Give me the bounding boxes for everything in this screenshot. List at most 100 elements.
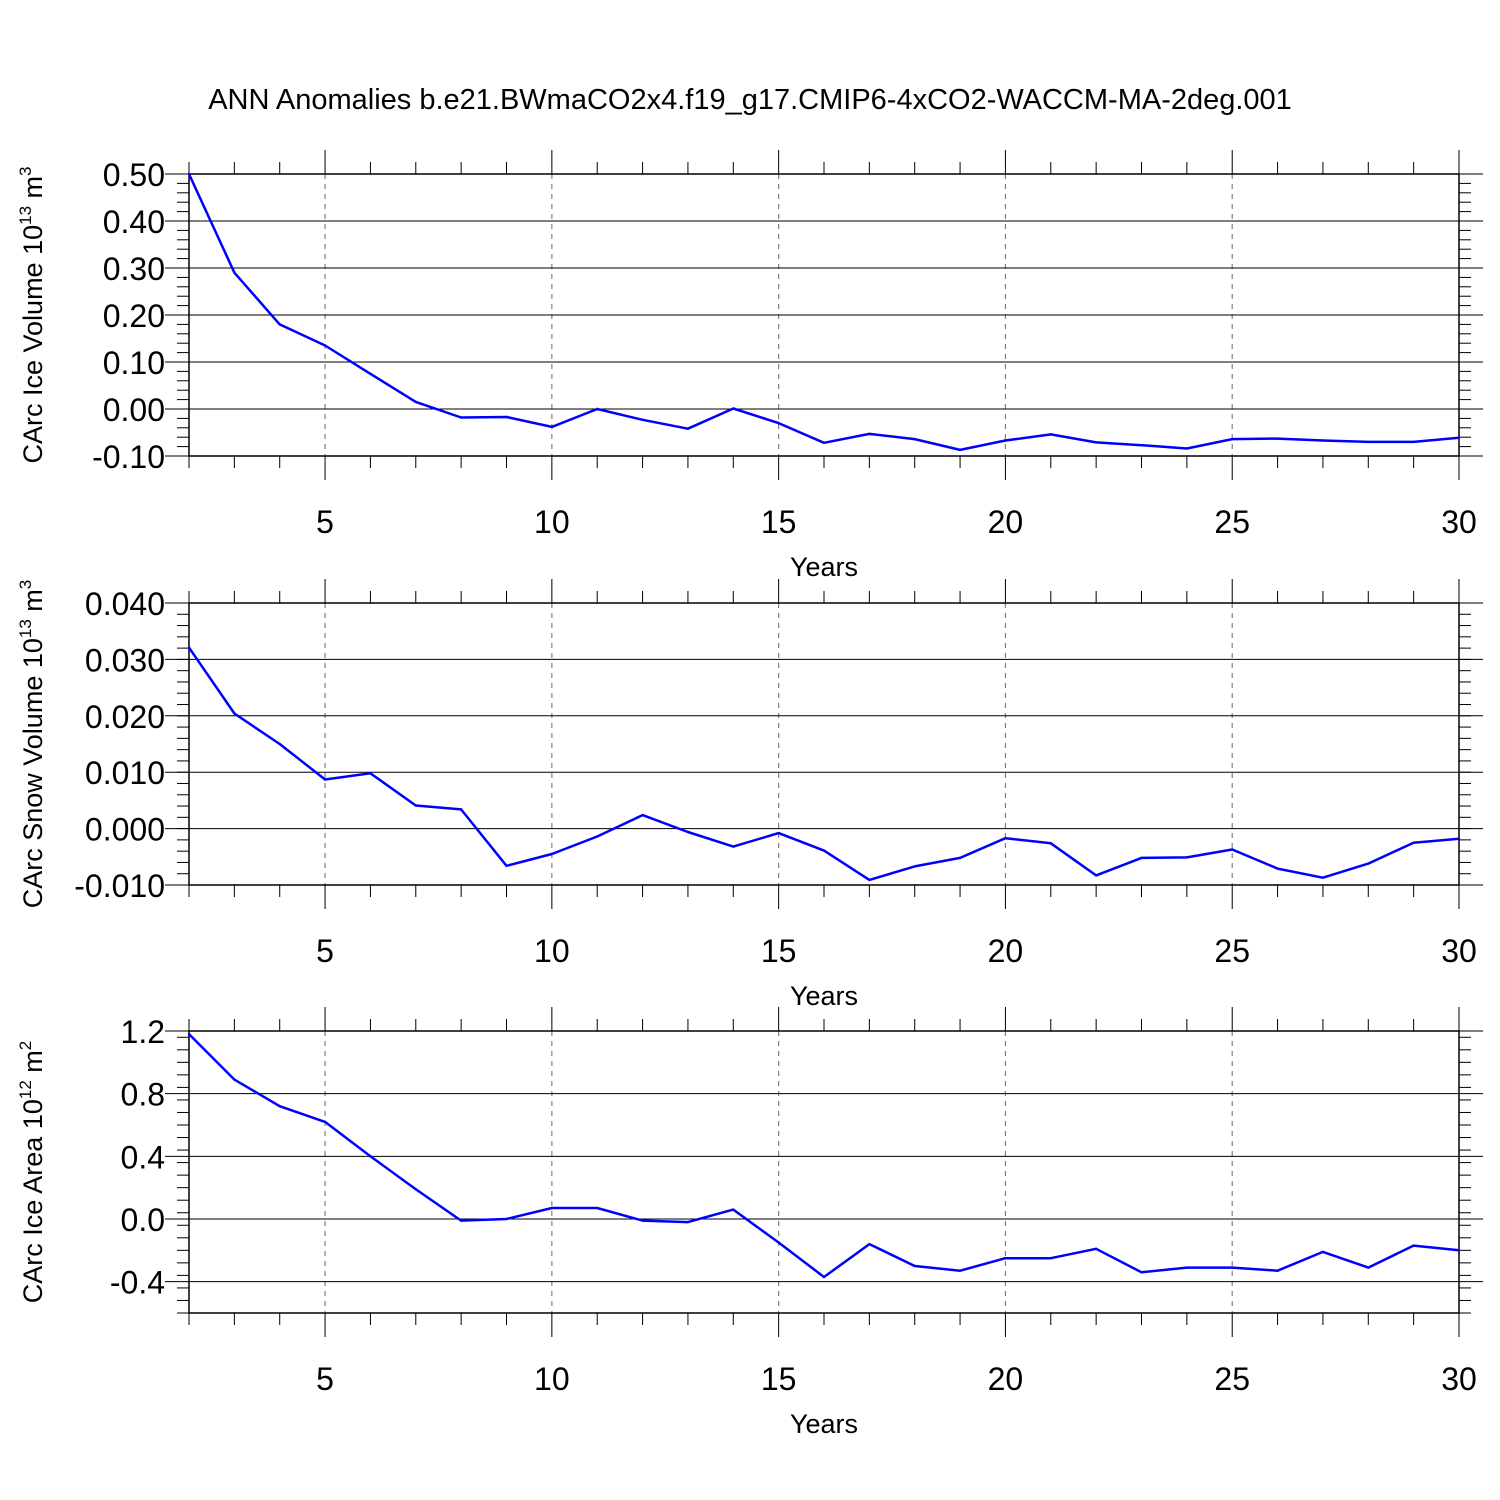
data-point: [1321, 439, 1325, 442]
chart-panel-1: -0.10 0.00 0.10 0.20 0.30 0.40 0.50 5 10 15 20 25 30…: [16, 150, 1483, 582]
y-axis-title: CArc Snow Volume 1013 m3: [16, 580, 48, 909]
x-tick-label: 20: [988, 933, 1024, 969]
data-point: [323, 1120, 327, 1124]
data-point: [1321, 1250, 1325, 1254]
x-tick-label: 15: [761, 933, 797, 969]
data-point: [1367, 862, 1370, 865]
y-tick-label: 0.8: [121, 1077, 165, 1113]
data-point: [868, 878, 871, 882]
x-tick-label: 30: [1441, 933, 1477, 969]
x-tick-label: 20: [988, 504, 1024, 540]
data-point: [958, 856, 962, 860]
data-point: [1412, 841, 1415, 844]
data-point: [1185, 447, 1189, 450]
data-point: [822, 441, 826, 445]
y-tick-label: 0.20: [103, 298, 165, 334]
y-axis-title: CArc Ice Volume 1013 m3: [16, 166, 48, 463]
data-point: [777, 831, 780, 835]
data-point: [1049, 1256, 1052, 1260]
data-point: [550, 1206, 554, 1210]
data-point: [233, 1078, 236, 1081]
data-point: [369, 772, 372, 775]
x-tick-label: 25: [1214, 933, 1250, 969]
y-tick-label: 0.10: [103, 345, 165, 381]
x-tick-label: 15: [761, 504, 797, 540]
data-point: [1412, 440, 1415, 444]
y-tick-label: 0.50: [103, 157, 165, 193]
data-point: [1004, 439, 1007, 442]
y-tick-label: 0.00: [103, 392, 165, 428]
data-point: [414, 400, 417, 404]
data-point: [1412, 1244, 1415, 1247]
data-point: [732, 407, 735, 410]
data-point: [1094, 441, 1098, 444]
data-point: [777, 1241, 780, 1244]
data-point: [1321, 876, 1325, 879]
data-point: [505, 864, 508, 868]
data-point: [868, 432, 871, 436]
x-tick-label: 10: [534, 933, 570, 969]
data-point: [550, 852, 554, 856]
data-point: [1140, 443, 1143, 447]
y-tick-label: 0.4: [121, 1139, 165, 1175]
data-point: [278, 323, 281, 326]
x-tick-label: 30: [1441, 1361, 1477, 1397]
data-point: [1049, 433, 1052, 436]
data-point: [1185, 1266, 1189, 1269]
y-tick-label: 1.2: [121, 1014, 165, 1050]
data-point: [1004, 1256, 1007, 1260]
data-point: [868, 1242, 871, 1246]
y-tick-label: 0.30: [103, 251, 165, 287]
data-series-line: [187, 646, 1460, 882]
data-point: [822, 1275, 826, 1279]
data-point: [1231, 437, 1234, 441]
x-tick-label: 20: [988, 1361, 1024, 1397]
data-point: [505, 1217, 508, 1221]
data-point: [459, 416, 463, 419]
data-point: [1367, 440, 1370, 444]
data-point: [596, 407, 599, 411]
data-point: [958, 1269, 962, 1272]
data-point: [187, 1032, 191, 1036]
y-axis-title: CArc Ice Area 1012 m2: [16, 1041, 48, 1304]
data-point: [641, 1219, 644, 1222]
data-series-line: [188, 1033, 1460, 1279]
data-point: [1367, 1266, 1370, 1269]
data-point: [777, 421, 780, 425]
data-point: [1140, 1271, 1143, 1274]
data-point: [732, 1208, 735, 1211]
data-point: [958, 448, 962, 452]
chart-panel-2: -0.010 0.000 0.010 0.020 0.030 0.040 5 10 15 20 25…: [16, 579, 1483, 1011]
data-point: [732, 845, 735, 848]
data-point: [187, 646, 191, 649]
data-point: [1231, 1266, 1234, 1269]
data-point: [233, 712, 236, 715]
data-point: [1276, 867, 1279, 870]
chart-panel-3: -0.4 0.0 0.4 0.8 1.2 5 10 15 20 25 30 Years CArc Ice…: [16, 1007, 1483, 1439]
x-tick-label: 30: [1441, 504, 1477, 540]
x-tick-label: 5: [316, 504, 334, 540]
data-point: [822, 849, 826, 852]
data-point: [414, 804, 417, 807]
data-point: [641, 418, 644, 422]
x-axis-title: Years: [790, 552, 858, 582]
data-point: [187, 172, 191, 176]
data-point: [414, 1188, 417, 1191]
data-point: [278, 742, 281, 746]
data-point: [505, 415, 508, 419]
data-point: [913, 1264, 916, 1268]
data-point: [1140, 856, 1143, 860]
data-point: [1457, 1249, 1461, 1252]
chart-title: ANN Anomalies b.e21.BWmaCO2x4.f19_g17.CM…: [208, 84, 1292, 116]
x-axis-title: Years: [790, 1409, 858, 1439]
data-point: [1004, 836, 1007, 840]
data-point: [369, 1155, 372, 1158]
y-tick-label: -0.010: [74, 868, 165, 904]
data-point: [1094, 874, 1098, 877]
y-tick-label: 0.0: [121, 1202, 165, 1238]
data-point: [1276, 1269, 1279, 1272]
data-point: [278, 1105, 281, 1108]
data-point: [913, 865, 916, 868]
data-point: [1231, 848, 1234, 851]
